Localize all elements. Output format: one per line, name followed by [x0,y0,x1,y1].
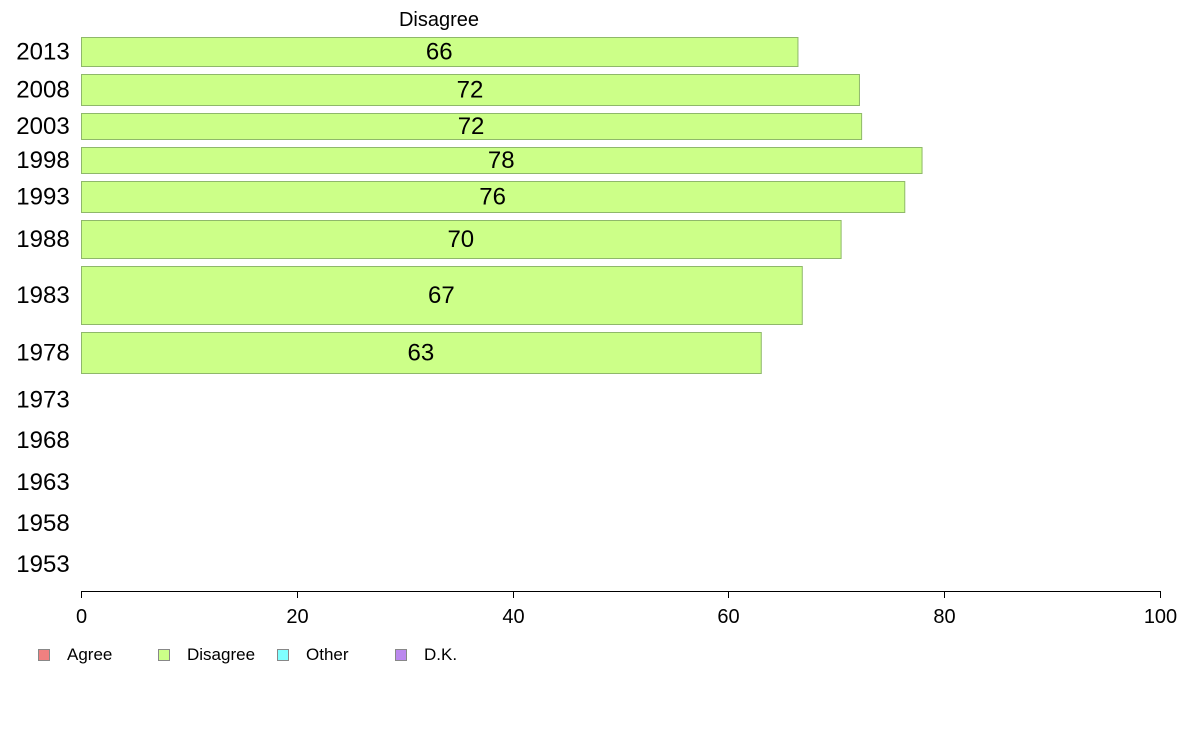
legend-item-other: Other [277,645,349,665]
x-tick-label: 60 [717,606,739,628]
legend-swatch-disagree [158,649,170,661]
x-tick-label: 80 [933,606,955,628]
y-tick-label: 1983 [16,282,69,309]
bar-value-label: 78 [488,147,515,174]
bar [81,113,863,140]
bar [81,181,906,213]
legend-swatch-agree [38,649,50,661]
y-axis-labels: 2013 2008 2003 1998 1993 1988 1983 1978 1973 1968… [16,39,69,579]
x-tick-label: 40 [502,606,524,628]
y-tick-label: 1988 [16,226,69,253]
y-tick-label: 1978 [16,340,69,367]
bar [81,220,842,259]
bar-value-label: 67 [428,282,455,309]
chart-title: Disagree [399,9,479,31]
y-tick-label: 2003 [16,113,69,140]
bar-value-label: 72 [457,77,484,104]
bar [81,74,860,106]
y-tick-label: 1963 [16,469,69,496]
y-tick-label: 1968 [16,427,69,454]
y-tick-label: 1998 [16,147,69,174]
legend-item-disagree: Disagree [158,645,255,665]
y-tick-label: 2008 [16,77,69,104]
legend-swatch-dk [395,649,407,661]
y-tick-label: 1958 [16,510,69,537]
bar-value-label: 72 [458,113,485,140]
bar [81,266,803,325]
bar [81,147,923,174]
bar-value-label: 63 [408,340,435,367]
legend-label-disagree: Disagree [187,645,256,664]
y-tick-label: 1973 [16,387,69,414]
bar-value-label: 76 [479,184,506,211]
x-tick-label: 0 [76,606,87,628]
bar-value-label: 70 [447,226,474,253]
legend-label-other: Other [306,645,349,664]
y-tick-label: 2013 [16,39,69,66]
legend-item-agree: Agree [38,645,112,665]
x-axis: 0 20 40 60 80 100 [76,591,1177,628]
legend-label-agree: Agree [67,645,113,664]
x-tick-label: 100 [1144,606,1177,628]
bar-value-label: 66 [426,39,453,66]
x-tick-label: 20 [286,606,308,628]
y-tick-label: 1953 [16,551,69,578]
legend-swatch-other [277,649,289,661]
bar [81,37,799,67]
y-tick-label: 1993 [16,184,69,211]
bar [81,332,762,374]
legend-item-dk: D.K. [395,645,457,665]
legend-label-dk: D.K. [424,645,458,664]
